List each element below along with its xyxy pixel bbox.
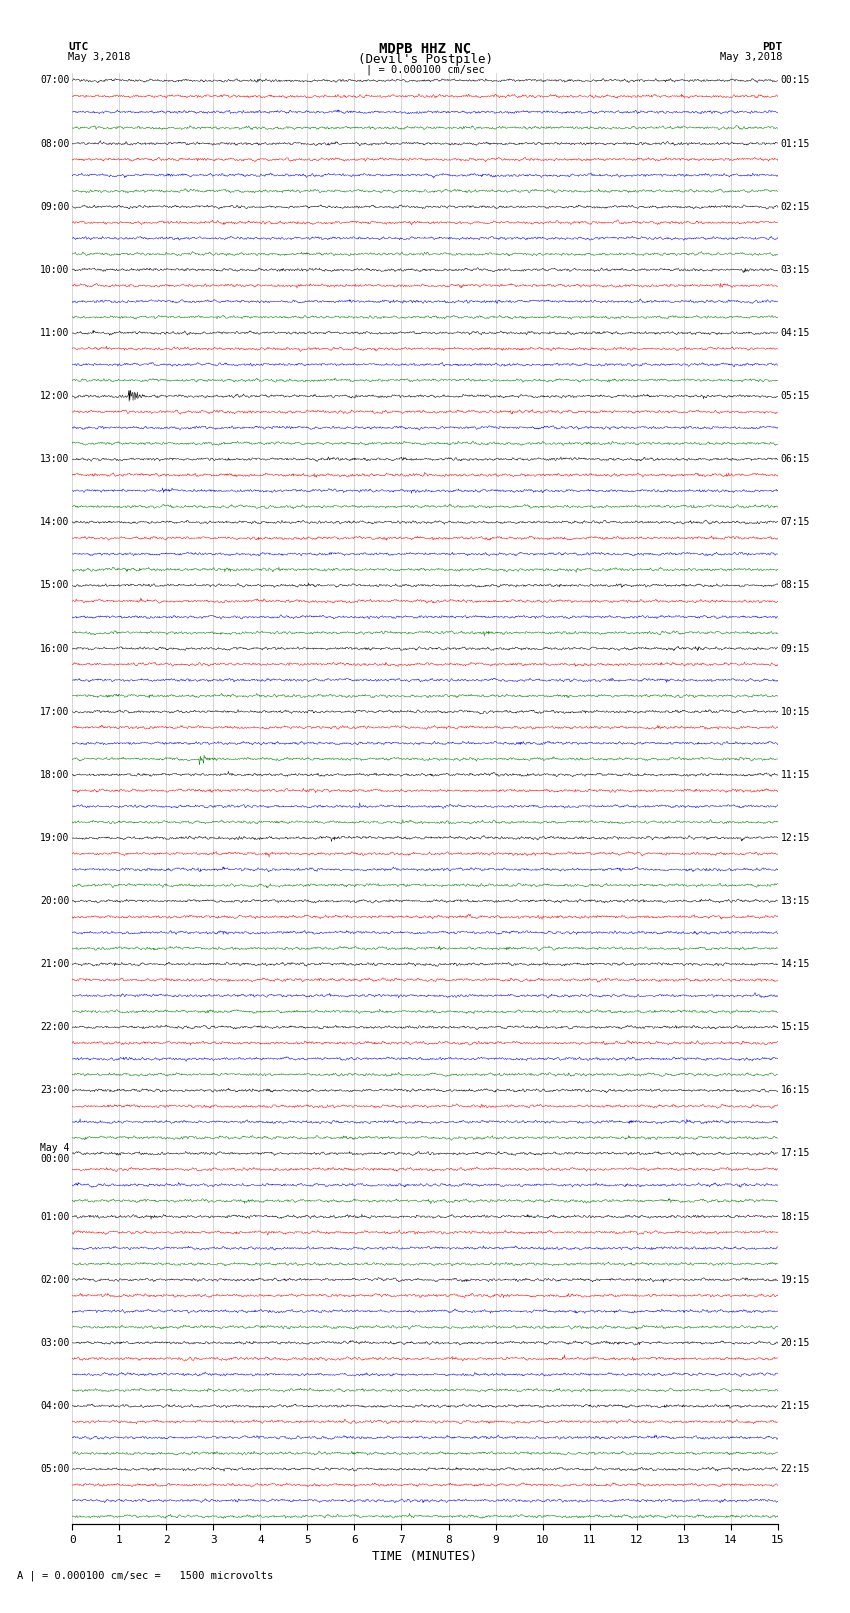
X-axis label: TIME (MINUTES): TIME (MINUTES) bbox=[372, 1550, 478, 1563]
Text: | = 0.000100 cm/sec: | = 0.000100 cm/sec bbox=[366, 65, 484, 76]
Text: PDT: PDT bbox=[762, 42, 782, 52]
Text: A | = 0.000100 cm/sec =   1500 microvolts: A | = 0.000100 cm/sec = 1500 microvolts bbox=[17, 1569, 273, 1581]
Text: MDPB HHZ NC: MDPB HHZ NC bbox=[379, 42, 471, 56]
Text: May 3,2018: May 3,2018 bbox=[68, 52, 131, 61]
Text: UTC: UTC bbox=[68, 42, 88, 52]
Text: May 3,2018: May 3,2018 bbox=[719, 52, 782, 61]
Text: (Devil's Postpile): (Devil's Postpile) bbox=[358, 53, 492, 66]
